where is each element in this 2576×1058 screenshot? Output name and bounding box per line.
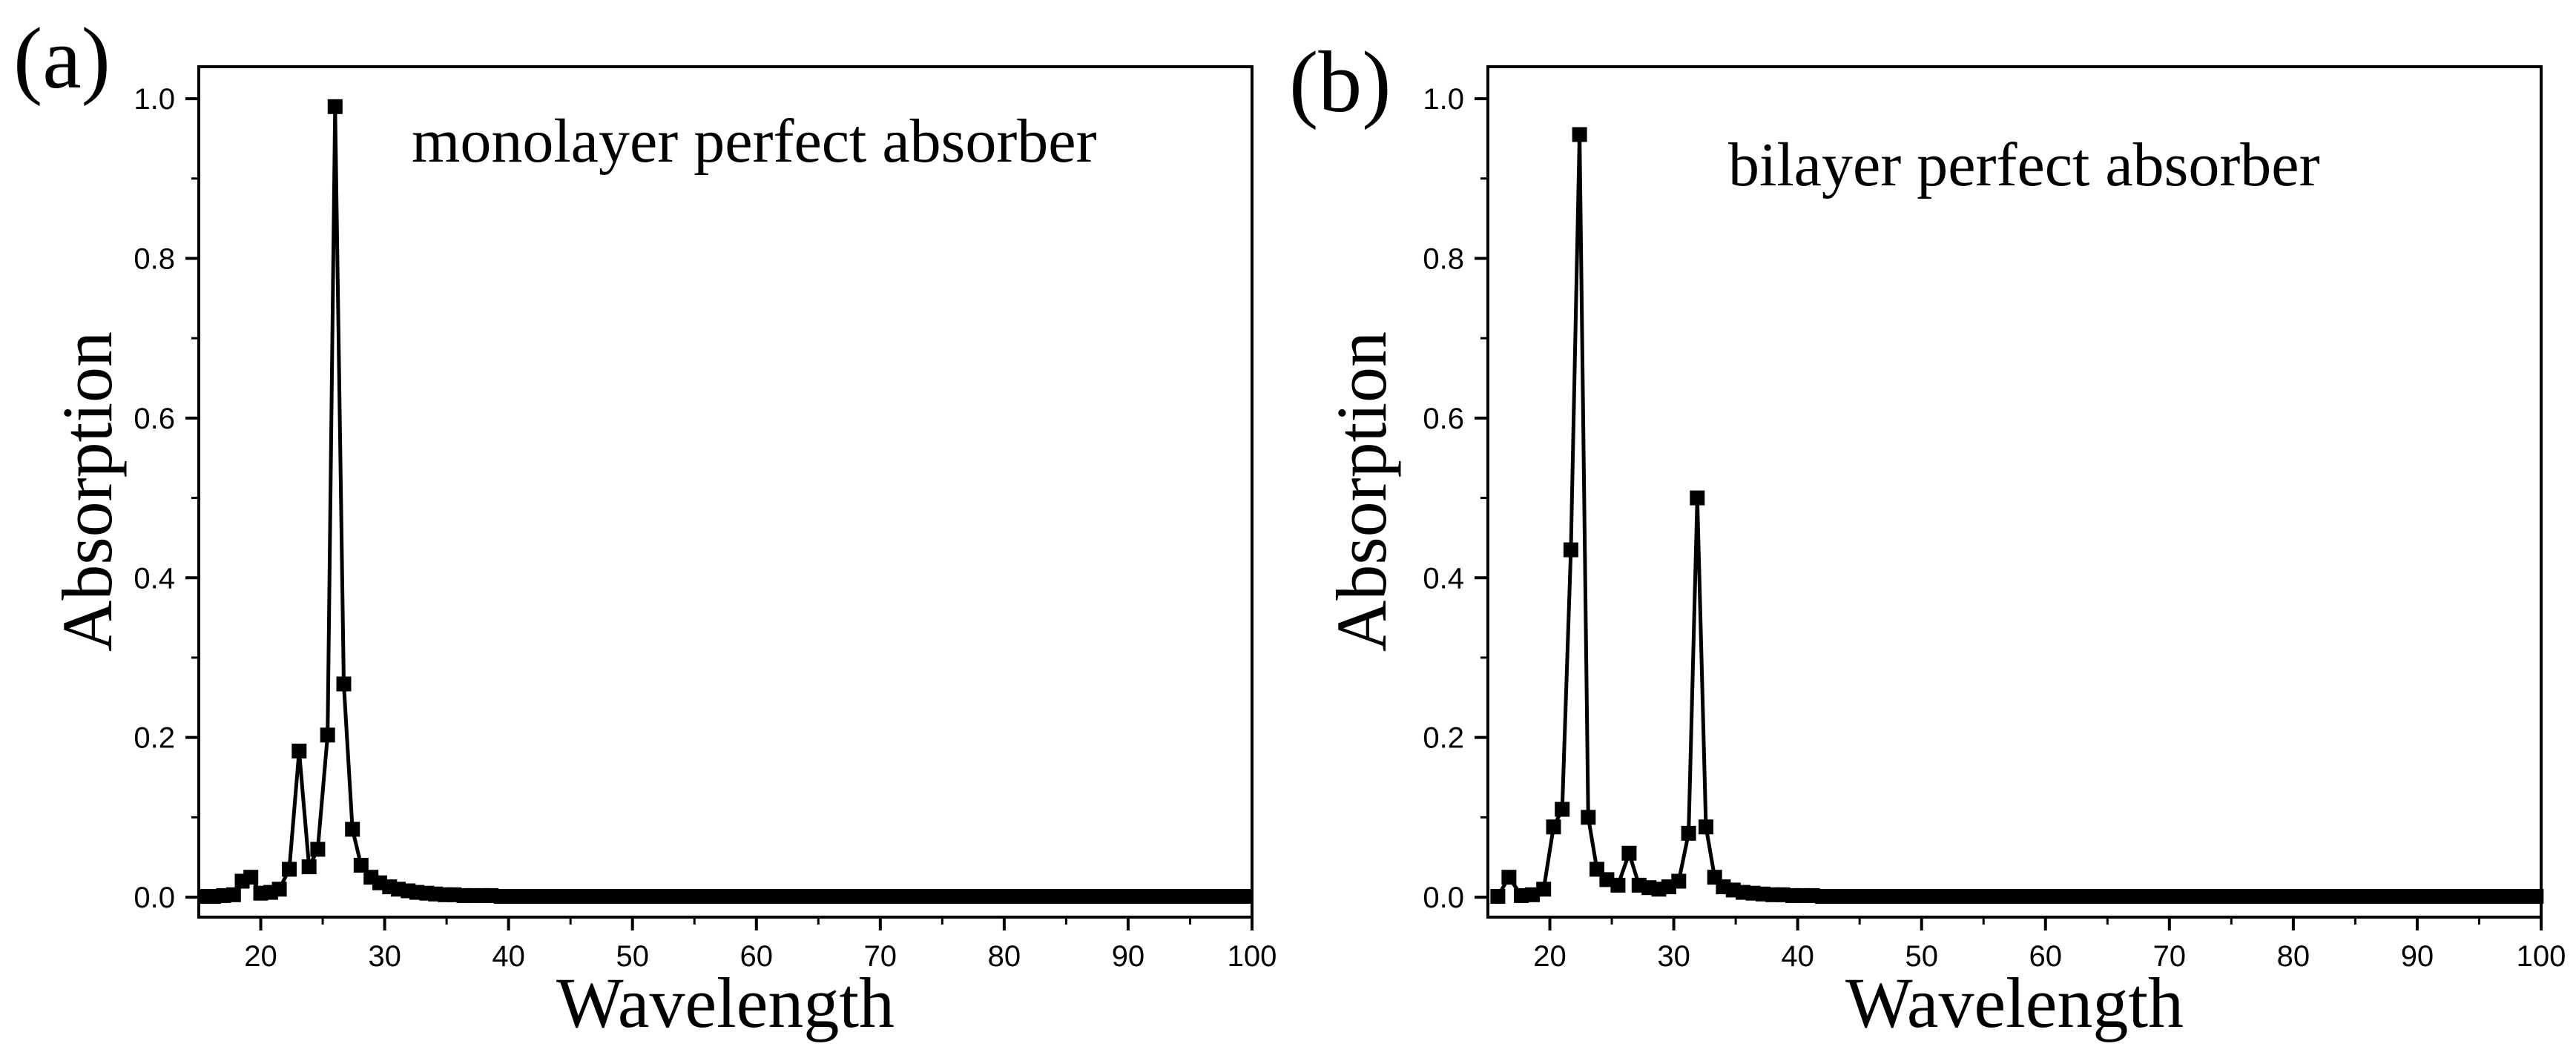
panel-a-x-tick-label: 60 [740,940,774,973]
panel-a-y-tick-label: 1.0 [134,83,175,116]
panel-b-data-point [1536,882,1552,897]
panel-b-data-point [1490,889,1506,904]
panel-b-x-tick-label: 40 [1781,940,1814,973]
panel-a-x-axis-title: Wavelength [556,963,895,1042]
panel-b-data-point [1555,801,1570,817]
panel-a-data-point [320,727,335,743]
panel-b-data-point [1501,870,1517,885]
panel-a-x-tick-label: 80 [988,940,1021,973]
panel-b-data-point [1581,810,1596,825]
panel-b-ticks: 20 30 40 50 60 70 80 90 100 0.0 0.2 0.4 0.6 0.8 1.0 [1423,83,2566,973]
panel-a-data-point [225,887,241,902]
panel-b: (b) bilayer perfect absorber Wavelength … [1289,33,2566,1042]
panel-b-data-point [1525,887,1541,902]
panel-a-data-point [310,842,326,857]
panel-a: (a) monolayer perfect absorber Wavelengt… [13,10,1277,1042]
panel-b-data-point [1563,542,1578,558]
panel-b-marks [1490,127,2544,904]
panel-b-y-tick-label: 0.8 [1423,242,1464,275]
panel-a-data-point [301,859,317,875]
panel-a-data-point [353,858,369,873]
panel-a-data-point [243,870,259,885]
panel-b-x-tick-label: 30 [1657,940,1690,973]
panel-b-series-line [1496,133,2537,899]
panel-b-data-point [1621,845,1637,861]
panel-a-data-point [345,821,360,837]
panel-a-data-point [336,676,352,692]
panel-a-series-line [205,105,1245,899]
panel-a-y-tick-label: 0.0 [134,882,175,914]
panel-a-plot-frame [197,65,1254,919]
panel-b-x-tick-label: 100 [2517,940,2566,973]
panel-b-data-point [1572,127,1587,142]
panel-a-data-point [1237,889,1252,904]
panel-a-marks [197,99,1252,904]
panel-a-data-point [291,744,307,758]
panel-b-data-point [1681,825,1696,841]
panel-a-ticks: 20 30 40 50 60 70 80 90 100 0.0 0.2 0.4 0.6 0.8 1.0 [134,83,1277,973]
panel-b-x-axis-title: Wavelength [1845,963,2184,1042]
panel-b-y-tick-label: 0.0 [1423,882,1464,914]
panel-b-x-tick-label: 50 [1905,940,1938,973]
panel-b-y-axis-title: Absorption [1322,331,1401,652]
panel-b-data-point [1671,873,1687,889]
panel-b-x-tick-label: 90 [2401,940,2434,973]
panel-b-y-tick-label: 0.6 [1423,403,1464,435]
panel-a-label: (a) [13,10,111,107]
panel-a-annotation: monolayer perfect absorber [412,107,1097,176]
panel-a-x-tick-label: 90 [1112,940,1145,973]
panel-a-data-point [282,862,297,877]
panel-b-y-tick-label: 1.0 [1423,83,1464,116]
panel-a-y-axis-title: Absorption [47,331,127,652]
panel-b-data-point [1699,819,1713,835]
panel-b-y-tick-label: 0.2 [1423,722,1464,755]
panel-a-y-tick-label: 0.6 [134,403,175,435]
panel-b-annotation: bilayer perfect absorber [1728,130,2320,199]
panel-a-data-point [327,99,343,114]
panel-b-data-point [1690,490,1705,506]
panel-b-data-point [2529,889,2544,904]
panel-a-x-tick-label: 40 [492,940,525,973]
panel-a-y-tick-label: 0.4 [134,562,175,595]
panel-b-plot-frame [1486,65,2543,919]
panel-b-x-tick-label: 70 [2153,940,2187,973]
panel-a-x-tick-label: 50 [616,940,649,973]
panel-b-data-point [1546,819,1561,835]
panel-a-y-tick-label: 0.8 [134,242,175,275]
panel-b-y-tick-label: 0.4 [1423,562,1464,595]
panel-a-x-tick-label: 20 [244,940,277,973]
panel-b-x-tick-label: 20 [1533,940,1567,973]
panel-b-label: (b) [1289,33,1391,130]
panel-a-y-tick-label: 0.2 [134,722,175,755]
panel-a-x-tick-label: 30 [368,940,401,973]
panel-a-data-point [271,882,287,897]
panel-a-x-tick-label: 100 [1228,940,1277,973]
panel-b-x-tick-label: 80 [2277,940,2310,973]
panel-a-x-tick-label: 70 [864,940,897,973]
panel-b-data-point [1610,877,1626,893]
panel-b-x-tick-label: 60 [2029,940,2063,973]
